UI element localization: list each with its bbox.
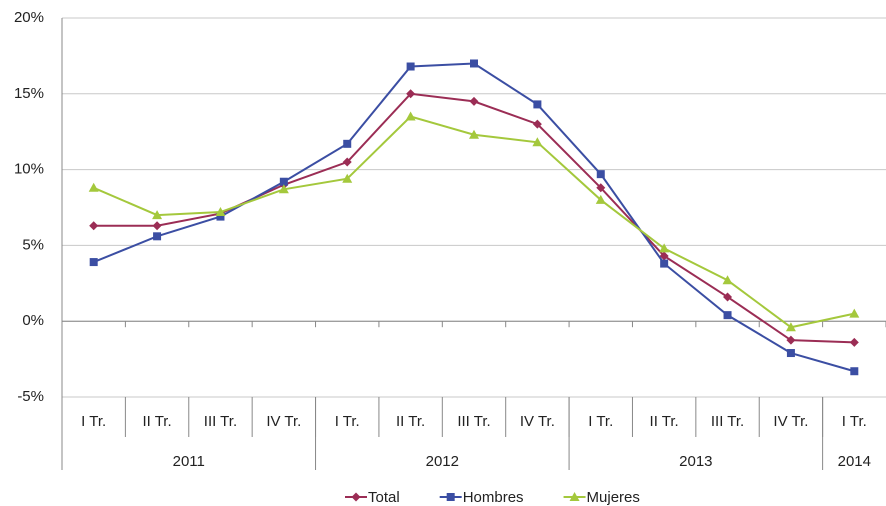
data-point [786,335,796,345]
data-point [595,194,606,204]
x-tick-label: II Tr. [650,413,679,430]
y-tick-label: -5% [17,388,44,405]
data-point [532,137,543,147]
x-group-label: 2013 [679,453,712,470]
data-point [342,173,353,183]
x-tick-label: I Tr. [588,413,613,430]
x-tick-label: III Tr. [204,413,237,430]
x-tick-label: I Tr. [81,413,106,430]
data-point [279,177,288,186]
x-tick-label: IV Tr. [520,413,555,430]
data-point [469,129,479,139]
data-point [152,221,162,231]
data-point [152,210,163,220]
data-point [723,292,733,302]
x-tick-label: IV Tr. [773,413,808,430]
data-point [849,337,859,347]
data-point [88,182,99,192]
legend-marker [569,492,580,501]
data-point [216,212,225,221]
series-line [93,115,855,329]
data-point [278,184,289,194]
data-point [785,322,796,332]
data-point [596,170,605,179]
data-point [406,62,415,71]
data-point [406,89,416,99]
data-point [533,100,542,109]
data-point [660,259,669,268]
legend-label: Mujeres [587,489,640,506]
y-tick-label: 5% [22,236,44,253]
data-point [850,367,859,376]
legend-label: Hombres [463,489,524,506]
data-point [596,183,606,193]
data-point [153,232,162,241]
x-tick-label: IV Tr. [266,413,301,430]
y-tick-label: 10% [14,161,44,178]
data-point [722,275,733,285]
legend-label: Total [368,489,400,506]
y-tick-label: 0% [22,312,44,329]
data-point [470,59,478,68]
data-point [659,251,669,261]
data-point [89,221,99,231]
series-line [93,62,855,373]
data-point [342,157,352,167]
x-tick-label: I Tr. [335,413,360,430]
x-tick-label: II Tr. [396,413,425,430]
y-tick-label: 20% [14,9,44,26]
x-group-label: 2011 [173,453,205,470]
x-tick-label: II Tr. [142,413,171,430]
x-tick-label: III Tr. [457,413,490,430]
data-point [532,119,542,129]
data-point [659,243,670,253]
legend-marker [446,493,455,501]
data-point [849,308,860,318]
data-point [469,96,479,106]
y-tick-label: 15% [14,85,44,102]
data-point [89,258,98,267]
data-point [215,207,226,217]
x-tick-label: III Tr. [711,413,744,430]
x-tick-label: I Tr. [842,413,867,430]
data-point [343,139,352,148]
data-point [786,349,795,358]
x-group-label: 2014 [838,453,871,470]
data-point [405,111,416,121]
legend-marker [351,492,361,502]
x-group-label: 2012 [426,453,459,470]
data-point [723,311,732,320]
